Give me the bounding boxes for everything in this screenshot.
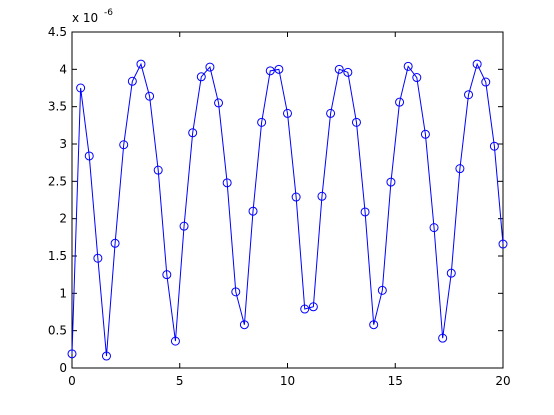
data-point — [308, 302, 318, 312]
x-tick-label: 5 — [176, 374, 184, 388]
data-point — [84, 151, 94, 161]
data-point — [170, 336, 180, 346]
data-point — [283, 108, 292, 118]
y-tick-label: 2.5 — [48, 174, 67, 188]
data-point — [76, 83, 86, 93]
axis-multiplier: x 10 — [72, 11, 98, 25]
data-point — [472, 59, 482, 69]
data-point — [101, 351, 111, 361]
data-point — [395, 97, 405, 107]
data-point — [489, 141, 499, 151]
data-point — [317, 191, 327, 201]
y-tick-label: 1.5 — [48, 249, 67, 263]
y-tick-label: 1 — [59, 286, 67, 300]
data-point — [386, 177, 396, 187]
data-point — [153, 165, 163, 175]
data-point — [205, 62, 215, 72]
data-point — [326, 108, 336, 118]
data-point — [438, 333, 448, 343]
data-point — [179, 221, 189, 231]
y-tick-label: 4.5 — [48, 25, 67, 39]
x-tick-label: 0 — [68, 374, 76, 388]
data-point — [162, 270, 172, 280]
data-point — [351, 117, 361, 127]
data-point — [369, 320, 379, 330]
axis-multiplier-exponent: -6 — [104, 8, 113, 18]
data-point — [343, 67, 353, 77]
data-point — [127, 76, 137, 86]
y-tick-label: 2 — [59, 212, 67, 226]
data-point — [231, 287, 241, 297]
data-point — [455, 164, 465, 174]
data-point — [214, 98, 224, 108]
data-point — [412, 73, 422, 83]
x-tick-label: 15 — [388, 374, 403, 388]
data-point — [248, 206, 258, 216]
data-point — [274, 64, 284, 74]
data-point — [429, 223, 439, 233]
data-point — [446, 268, 456, 278]
data-point — [145, 91, 155, 101]
data-point — [222, 178, 232, 188]
data-point — [420, 129, 430, 139]
data-point — [196, 72, 206, 82]
data-point — [481, 77, 491, 87]
x-tick-label: 10 — [280, 374, 295, 388]
data-point — [291, 192, 301, 202]
data-point — [67, 349, 77, 359]
data-point — [334, 64, 344, 74]
data-point — [257, 117, 267, 127]
data-point — [403, 61, 413, 71]
series-line — [71, 62, 504, 357]
y-tick-label: 3 — [59, 137, 67, 151]
x-tick-label: 20 — [495, 374, 510, 388]
y-tick-label: 0.5 — [48, 324, 67, 338]
data-point — [239, 320, 249, 330]
data-point — [360, 207, 370, 217]
data-point — [136, 59, 146, 69]
y-tick-label: 0 — [59, 361, 67, 375]
data-point — [265, 66, 275, 76]
data-point — [188, 128, 198, 138]
y-tick-label: 3.5 — [48, 100, 67, 114]
data-point — [498, 239, 508, 249]
y-tick-label: 4 — [59, 62, 67, 76]
data-point — [300, 304, 310, 314]
data-point — [110, 238, 120, 248]
data-point — [119, 140, 129, 150]
data-point — [464, 90, 474, 100]
data-point — [93, 253, 103, 263]
data-point — [377, 285, 387, 295]
